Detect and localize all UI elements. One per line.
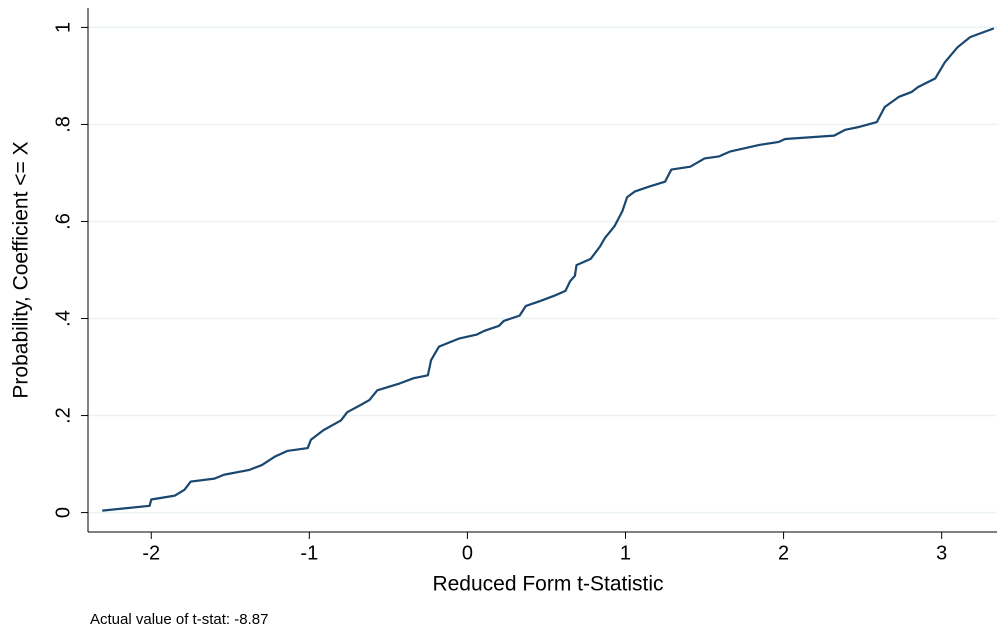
data-line (102, 27, 995, 512)
y-tick-label: .4 (52, 310, 74, 327)
note: Actual value of t-stat: -8.87 (90, 611, 268, 628)
y-axis-label: Probability, Coefficient <= X (10, 141, 33, 398)
y-tick-label: .8 (52, 116, 74, 133)
x-tick-label: 3 (936, 542, 947, 564)
x-tick-label: -2 (142, 542, 160, 564)
x-tick-label: 1 (620, 542, 631, 564)
y-tick-label: 0 (52, 507, 74, 518)
x-tick-label: -1 (300, 542, 318, 564)
y-tick-label: .2 (52, 407, 74, 424)
x-tick-label: 0 (462, 542, 473, 564)
x-axis-label: Reduced Form t-Statistic (432, 573, 663, 596)
x-tick-label: 2 (778, 542, 789, 564)
y-tick-label: .6 (52, 213, 74, 230)
y-tick-label: 1 (52, 22, 74, 33)
